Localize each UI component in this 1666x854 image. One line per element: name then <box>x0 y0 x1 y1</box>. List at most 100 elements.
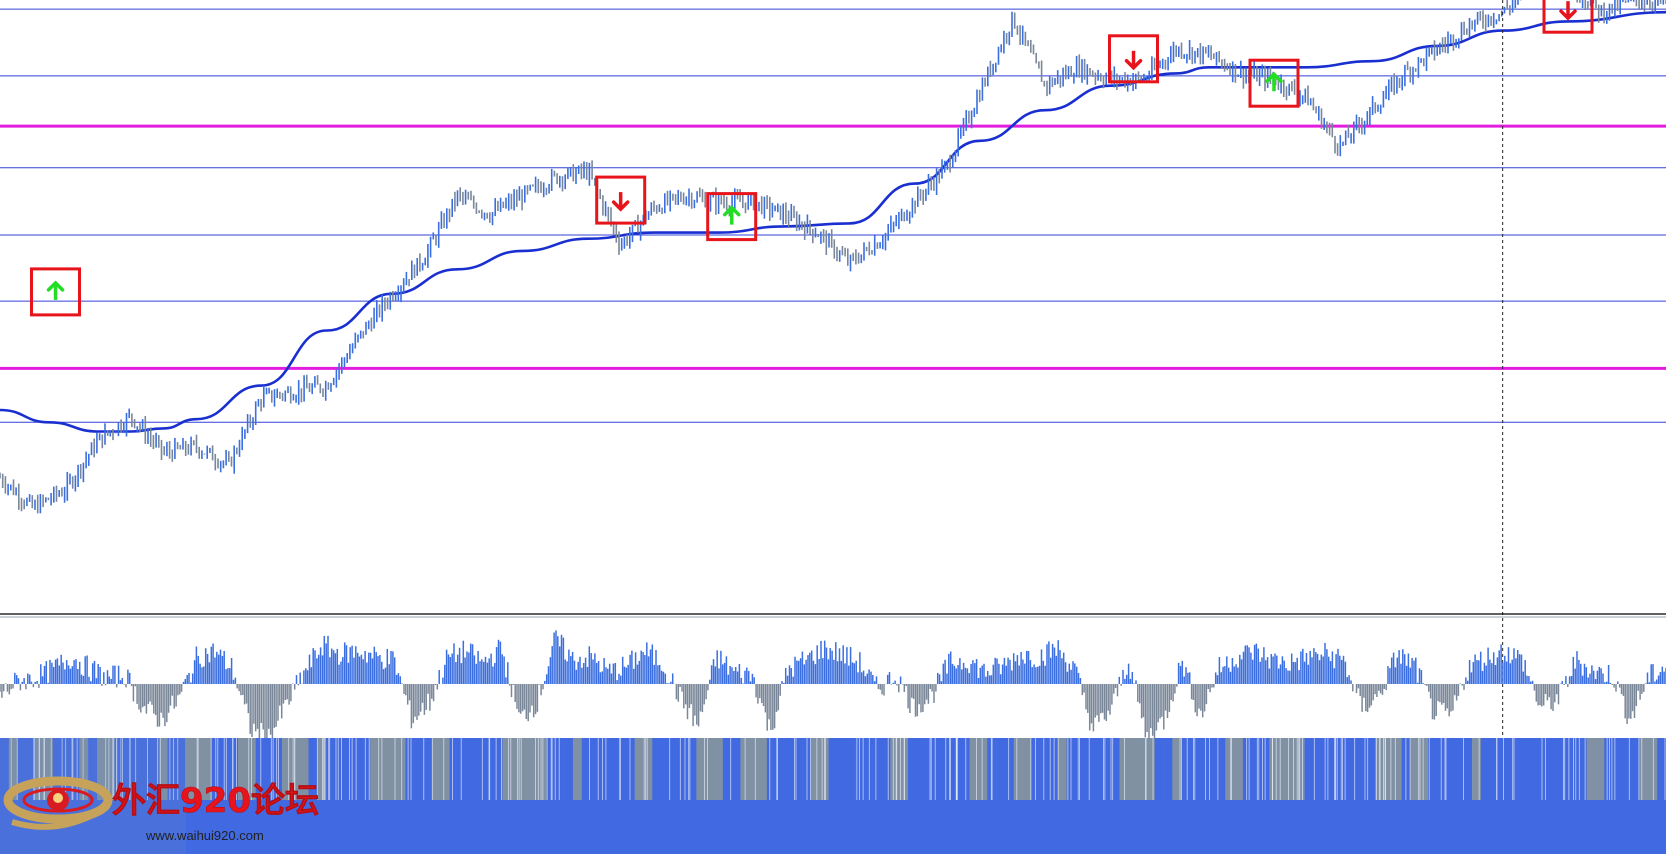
regime-segment <box>652 738 662 800</box>
regime-segment <box>1093 738 1103 800</box>
logo-ring <box>3 776 113 824</box>
regime-segment <box>1542 738 1552 800</box>
regime-segment <box>299 738 309 800</box>
regime-segment <box>1595 738 1605 800</box>
regime-strip <box>0 738 1666 800</box>
regime-segment <box>537 738 547 800</box>
signal-box <box>30 267 81 317</box>
regime-segment <box>17 738 27 800</box>
signal-down-2[interactable] <box>595 175 647 225</box>
regime-segment <box>784 738 794 800</box>
regime-segment <box>1586 738 1596 800</box>
regime-segment <box>114 738 124 800</box>
regime-segment <box>705 738 715 800</box>
regime-segment <box>1613 738 1623 800</box>
regime-segment <box>1181 738 1191 800</box>
regime-segment <box>590 738 600 800</box>
regime-segment <box>1630 738 1640 800</box>
watermark-url: www.waihui920.com <box>145 828 264 843</box>
regime-segment <box>572 738 583 800</box>
regime-segment <box>1145 738 1156 800</box>
regime-segment <box>1075 738 1085 800</box>
regime-segment <box>1383 738 1394 800</box>
regime-segment <box>290 738 300 800</box>
arrow-head <box>1559 9 1577 21</box>
regime-segment <box>969 738 979 800</box>
regime-segment <box>387 738 397 800</box>
signal-up-1[interactable] <box>30 267 81 317</box>
watermark: 外汇920论坛 www.waihui920.com <box>0 738 319 854</box>
regime-segment <box>123 738 133 800</box>
regime-segment <box>581 738 591 800</box>
regime-segment <box>440 738 450 800</box>
regime-segment <box>1137 738 1147 800</box>
regime-segment <box>996 738 1006 800</box>
regime-segment <box>1498 738 1508 800</box>
arrow-head <box>1265 71 1283 83</box>
regime-segment <box>1357 738 1367 800</box>
regime-segment <box>1489 738 1499 800</box>
regime-segment <box>696 738 706 800</box>
bottom-band <box>0 800 1666 854</box>
regime-segment <box>1198 738 1208 800</box>
regime-segment <box>414 738 424 800</box>
regime-segment <box>352 738 362 800</box>
logo-core-highlight <box>53 793 63 803</box>
regime-segment <box>722 738 732 800</box>
regime-segment <box>1348 738 1358 800</box>
arrow-head <box>1124 59 1143 71</box>
regime-segment <box>608 738 618 800</box>
regime-segment <box>379 738 389 800</box>
regime-segment <box>1339 738 1349 800</box>
regime-segment <box>863 738 873 800</box>
regime-segment <box>132 738 142 800</box>
regime-segment <box>1507 738 1517 800</box>
moving-average-layer <box>0 10 1666 433</box>
regime-segment <box>1322 738 1332 800</box>
regime-segment <box>343 738 353 800</box>
regime-segment <box>528 738 538 800</box>
regime-segment <box>1242 738 1252 800</box>
regime-segment <box>1472 738 1482 800</box>
regime-segment <box>220 738 230 800</box>
regime-segment <box>1657 738 1666 800</box>
regime-segment <box>846 738 856 800</box>
regime-segment <box>1154 738 1164 800</box>
signal-box <box>1542 0 1594 34</box>
regime-segment <box>308 738 318 800</box>
regime-segment <box>1621 738 1632 800</box>
regime-segment <box>0 738 10 800</box>
regime-segment <box>1313 738 1323 800</box>
regime-segment <box>669 738 680 800</box>
regime-segment <box>273 738 283 800</box>
regime-segment <box>625 738 635 800</box>
regime-segment <box>1516 738 1526 800</box>
regime-segment <box>1278 738 1288 800</box>
regime-segment <box>1234 738 1244 800</box>
signal-up-5[interactable] <box>1248 58 1300 108</box>
regime-segment <box>617 738 627 800</box>
regime-segment <box>1207 738 1217 800</box>
regime-segment <box>1048 738 1059 800</box>
regime-segment <box>1172 738 1182 800</box>
regime-segment <box>1013 738 1023 800</box>
regime-segment <box>8 738 18 800</box>
regime-segment <box>88 738 98 800</box>
moving-average-line[interactable] <box>0 10 1666 433</box>
signal-down-4[interactable] <box>1108 34 1159 84</box>
regime-segment <box>634 738 644 800</box>
regime-segment <box>238 738 248 800</box>
regime-segment <box>899 738 909 800</box>
regime-segment <box>1639 738 1649 800</box>
signal-up-3[interactable] <box>706 192 758 242</box>
arrow-head <box>611 200 630 212</box>
regime-segment <box>978 738 988 800</box>
signal-box <box>706 192 758 242</box>
regime-segment <box>599 738 609 800</box>
signal-down-6[interactable] <box>1542 0 1594 34</box>
regime-segment <box>264 738 274 800</box>
price-layer <box>0 0 1666 514</box>
signal-box <box>1108 34 1159 84</box>
regime-segment <box>1428 738 1438 800</box>
